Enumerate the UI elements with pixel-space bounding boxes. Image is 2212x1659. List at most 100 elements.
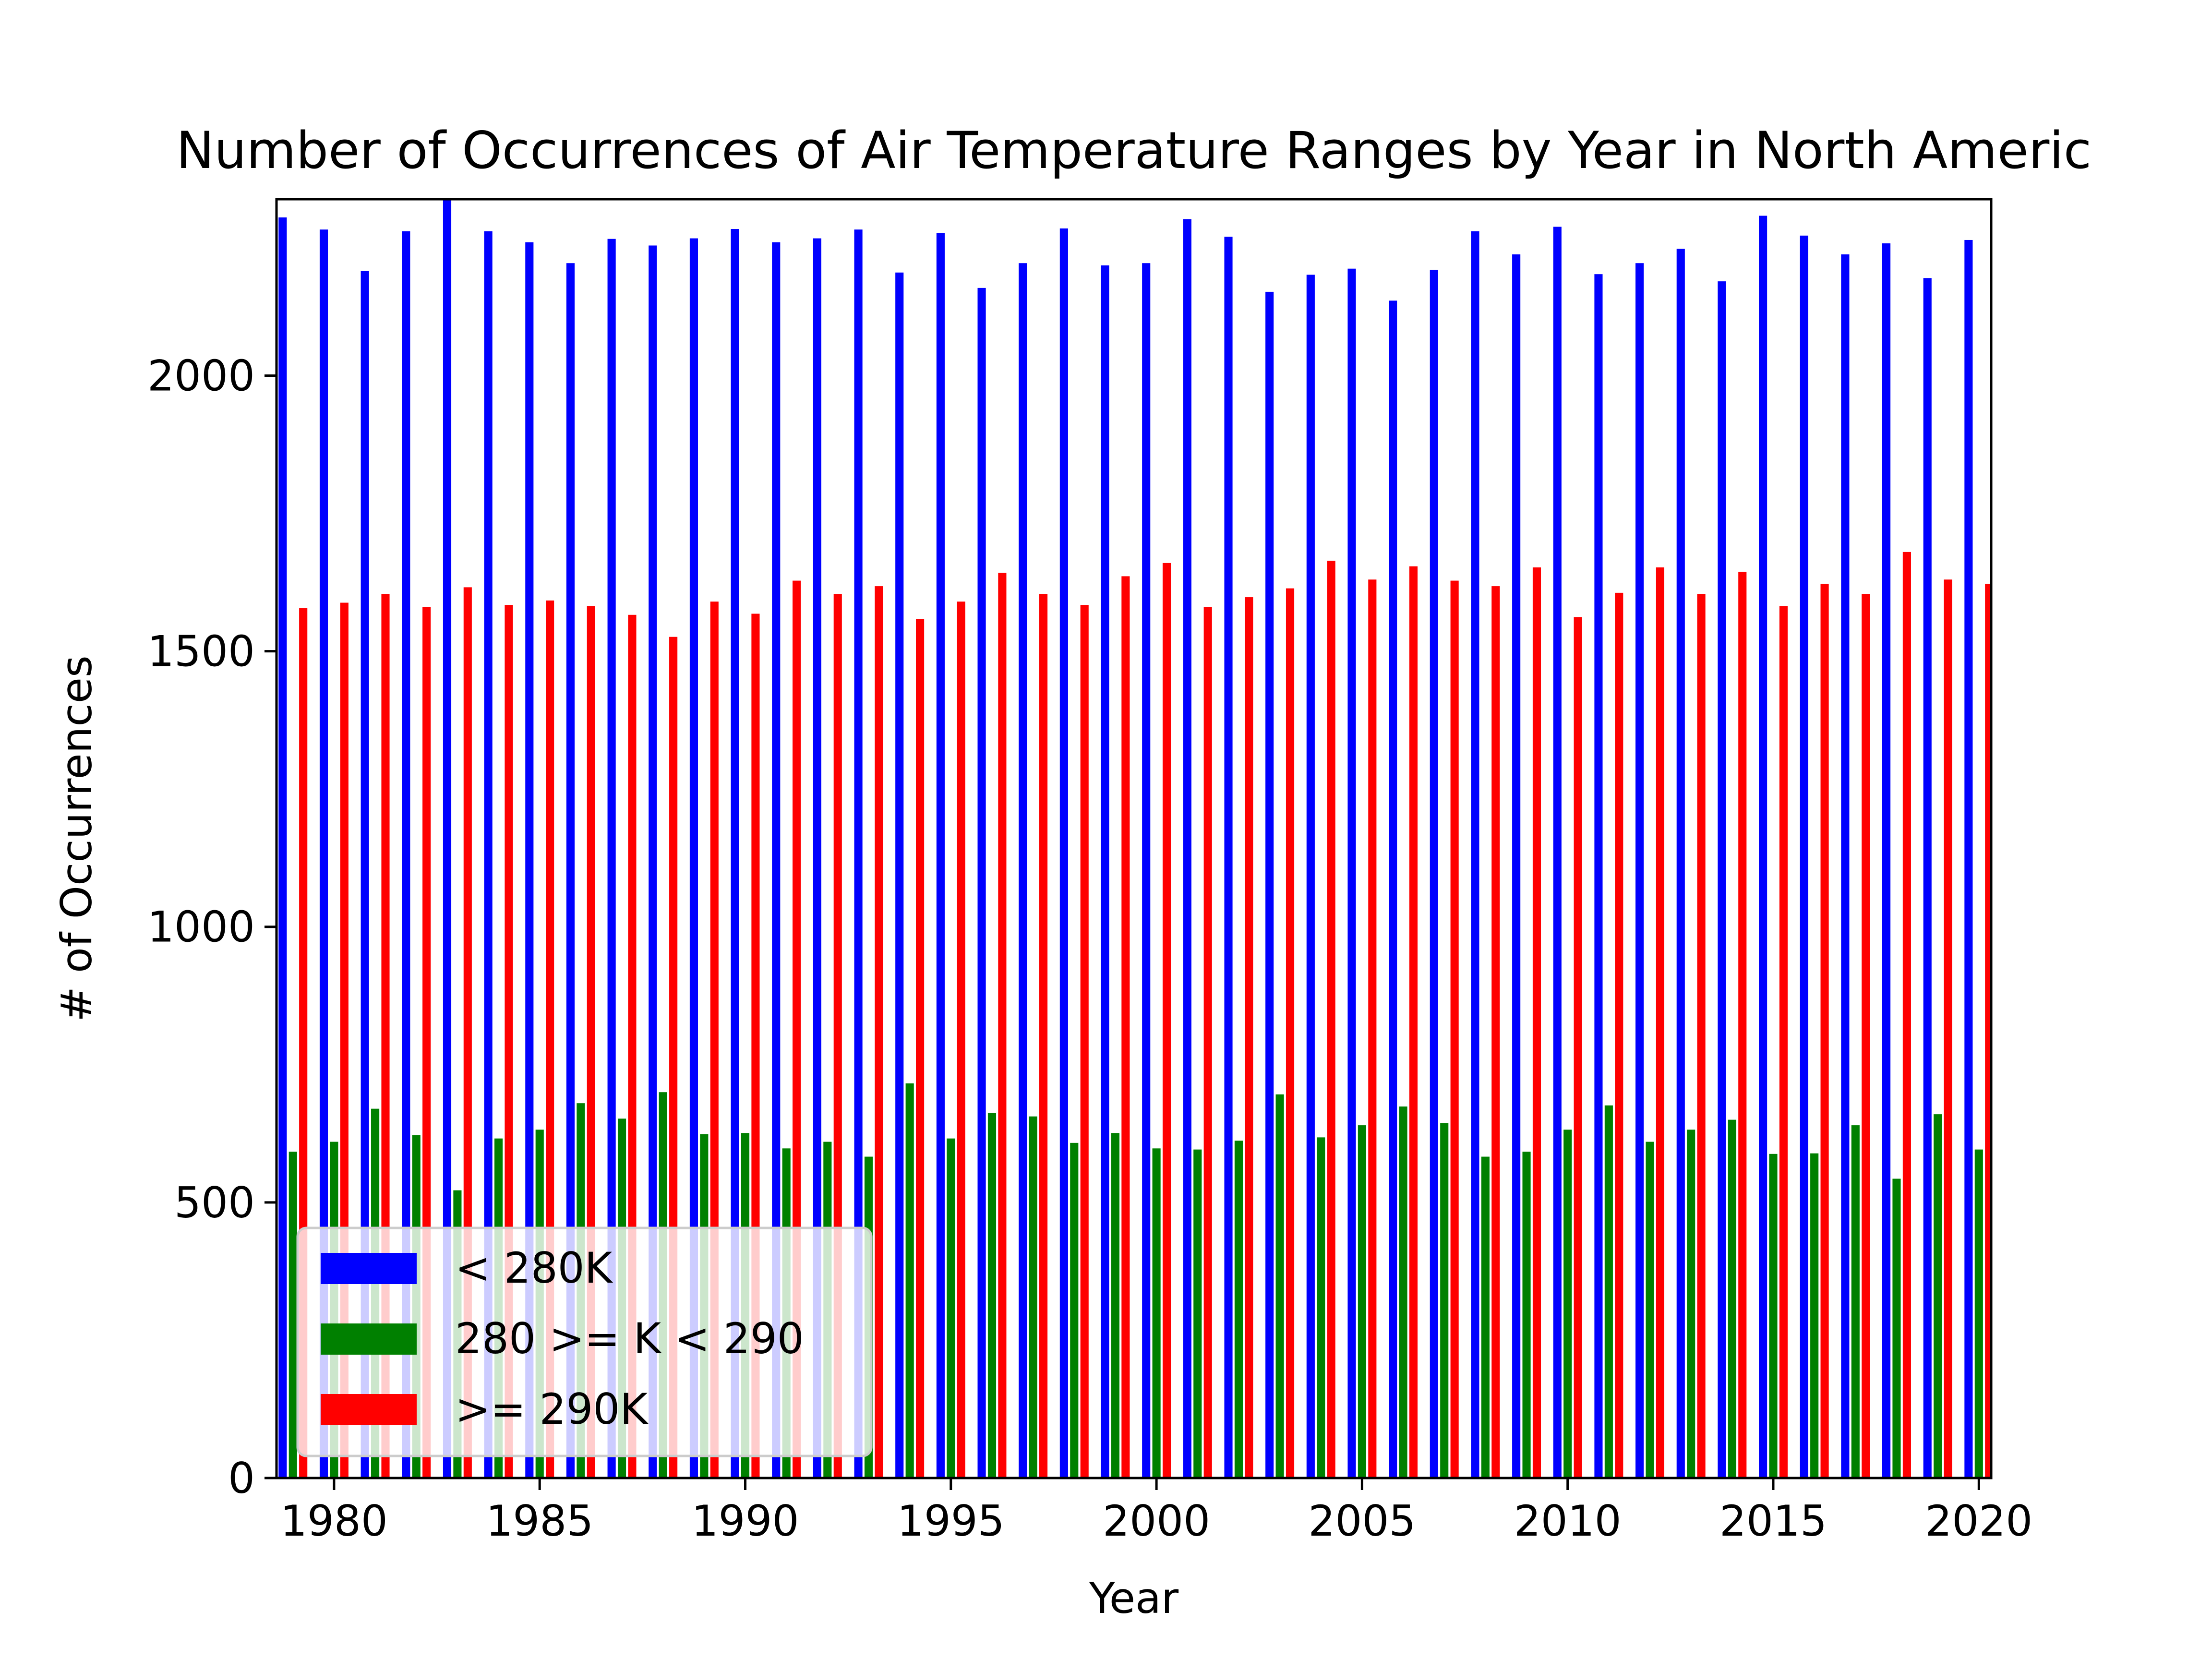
bar-series-2-1996 [998,573,1007,1478]
legend-swatch-1 [321,1323,417,1355]
bar-series-2-2019 [1944,579,1952,1478]
bar-series-0-1983 [443,199,452,1478]
x-axis: 1980 1985 1990 1995 2000 2005 2010 2015 2020 [280,1478,2032,1546]
bar-series-2-1999 [1121,576,1130,1478]
bar-series-1-2011 [1604,1105,1613,1478]
bar-series-0-2005 [1347,268,1356,1478]
bar-series-1-2010 [1563,1130,1572,1478]
bar-series-1-2009 [1522,1152,1531,1478]
x-tick-label: 2000 [1103,1496,1210,1546]
bar-series-1-2006 [1399,1106,1407,1478]
legend: < 280K 280 >= K < 290 >= 290K [296,1226,873,1457]
bar-series-2-1993 [875,586,883,1478]
bar-series-0-1992 [813,238,821,1478]
x-tick-label: 1990 [692,1496,799,1546]
bar-series-0-2017 [1841,254,1850,1478]
bar-series-0-1998 [1059,228,1068,1478]
bar-series-1-1995 [947,1138,955,1478]
bars-group [278,199,1991,1478]
bar-series-1-2000 [1152,1148,1161,1478]
x-tick-label: 2010 [1514,1496,1622,1546]
bar-series-1-1997 [1029,1116,1037,1478]
bar-series-2-2001 [1203,607,1212,1478]
x-tick-label: 1985 [486,1496,593,1546]
bar-series-2-2006 [1409,566,1418,1478]
bar-series-1-2020 [1974,1149,1983,1478]
x-tick-label: 1980 [280,1496,388,1546]
bar-series-1-2016 [1810,1153,1819,1478]
bar-series-2-1995 [957,601,965,1478]
bar-series-1-1994 [905,1083,914,1478]
bar-series-1-2013 [1687,1130,1695,1478]
bar-series-0-2020 [1964,240,1973,1478]
y-axis: 0 500 1000 1500 2000 [147,351,276,1503]
bar-series-0-1984 [484,231,493,1478]
bar-series-0-2016 [1800,235,1808,1478]
bar-series-1-1996 [987,1113,997,1478]
bar-series-2-2003 [1286,588,1295,1478]
bar-series-1-2002 [1234,1141,1243,1478]
bar-series-0-1986 [566,263,575,1478]
bar-series-0-1987 [607,239,616,1478]
legend-label-0: < 280K [455,1243,613,1293]
bar-series-0-1985 [525,242,534,1478]
bar-series-1-1998 [1070,1142,1079,1478]
plot-frame [275,198,1993,1479]
bar-series-1-2015 [1769,1154,1778,1478]
bar-series-2-2013 [1697,594,1706,1478]
bar-series-1-1999 [1111,1133,1120,1478]
chart-title: Number of Occurrences of Air Temperature… [176,121,2092,180]
bar-series-1-2004 [1317,1137,1325,1478]
bar-series-0-2010 [1553,227,1562,1478]
y-tick-label: 2000 [147,351,255,400]
bar-series-0-2015 [1759,216,1767,1478]
x-tick-label: 2015 [1719,1496,1827,1546]
bar-series-0-1991 [772,242,781,1478]
bar-series-0-2009 [1512,254,1521,1478]
bar-series-2-2014 [1738,572,1747,1478]
x-axis-label: Year [1089,1574,1179,1623]
x-tick-label: 1995 [897,1496,1005,1546]
bar-series-2-2020 [1985,584,1991,1478]
bar-series-0-1979 [278,217,287,1478]
legend-label-2: >= 290K [455,1384,649,1434]
y-tick-label: 0 [228,1454,255,1503]
bar-series-0-1988 [649,245,657,1478]
bar-series-0-2000 [1142,263,1151,1478]
bar-series-0-2012 [1635,263,1644,1478]
y-tick-label: 500 [174,1178,255,1227]
bar-series-0-2018 [1882,243,1891,1478]
x-tick-label: 2005 [1308,1496,1416,1546]
bar-series-0-2006 [1389,301,1397,1478]
bar-series-2-2012 [1656,567,1665,1478]
bar-series-0-2007 [1430,269,1438,1478]
x-tick-label: 2020 [1925,1496,2032,1546]
bar-series-1-1979 [289,1152,297,1478]
bar-series-2-2000 [1162,563,1171,1478]
bar-series-0-1996 [977,288,986,1478]
bar-series-1-2005 [1358,1125,1366,1478]
bar-series-0-2008 [1471,231,1479,1478]
bar-series-2-1994 [916,619,925,1478]
bar-series-1-2014 [1728,1119,1736,1478]
bar-series-2-2018 [1902,552,1911,1478]
bar-series-0-1990 [731,229,739,1478]
bar-series-0-1994 [895,272,904,1478]
bar-series-1-2007 [1440,1123,1449,1478]
bar-series-2-2005 [1368,579,1377,1478]
bar-series-0-2011 [1594,274,1603,1478]
bar-series-0-2014 [1718,281,1726,1478]
bar-series-2-2004 [1327,561,1335,1478]
bar-series-2-2010 [1574,617,1582,1478]
bar-series-0-1981 [361,271,369,1478]
bar-series-0-1980 [319,229,328,1478]
bar-series-2-1998 [1080,605,1089,1478]
y-axis-label: # of Occurrences [52,655,101,1022]
bar-series-1-2003 [1275,1094,1284,1478]
bar-series-0-2002 [1224,237,1233,1478]
bar-series-0-2003 [1265,291,1274,1478]
bar-series-2-2009 [1532,567,1541,1478]
bar-series-0-1982 [402,231,410,1478]
legend-label-1: 280 >= K < 290 [455,1314,804,1363]
